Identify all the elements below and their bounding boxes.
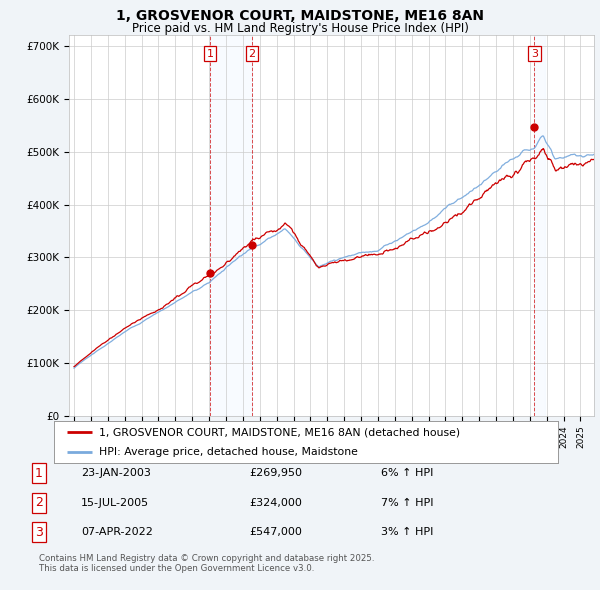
Text: 1, GROSVENOR COURT, MAIDSTONE, ME16 8AN: 1, GROSVENOR COURT, MAIDSTONE, ME16 8AN (116, 9, 484, 23)
Text: 2: 2 (35, 496, 43, 509)
Text: 07-APR-2022: 07-APR-2022 (81, 527, 153, 537)
Text: £269,950: £269,950 (249, 468, 302, 478)
Text: 1, GROSVENOR COURT, MAIDSTONE, ME16 8AN (detached house): 1, GROSVENOR COURT, MAIDSTONE, ME16 8AN … (100, 427, 460, 437)
Text: 3% ↑ HPI: 3% ↑ HPI (381, 527, 433, 537)
Text: £547,000: £547,000 (249, 527, 302, 537)
Text: HPI: Average price, detached house, Maidstone: HPI: Average price, detached house, Maid… (100, 447, 358, 457)
Text: 2: 2 (248, 49, 256, 59)
Text: £324,000: £324,000 (249, 498, 302, 507)
Text: Contains HM Land Registry data © Crown copyright and database right 2025.
This d: Contains HM Land Registry data © Crown c… (39, 554, 374, 573)
Text: 3: 3 (531, 49, 538, 59)
Text: 23-JAN-2003: 23-JAN-2003 (81, 468, 151, 478)
Bar (210, 35, 252, 416)
Text: 6% ↑ HPI: 6% ↑ HPI (381, 468, 433, 478)
Text: 1: 1 (35, 467, 43, 480)
Text: 3: 3 (35, 526, 43, 539)
Text: 15-JUL-2005: 15-JUL-2005 (81, 498, 149, 507)
Text: 1: 1 (206, 49, 214, 59)
Text: 7% ↑ HPI: 7% ↑ HPI (381, 498, 433, 507)
Bar (535, 35, 545, 416)
Text: Price paid vs. HM Land Registry's House Price Index (HPI): Price paid vs. HM Land Registry's House … (131, 22, 469, 35)
